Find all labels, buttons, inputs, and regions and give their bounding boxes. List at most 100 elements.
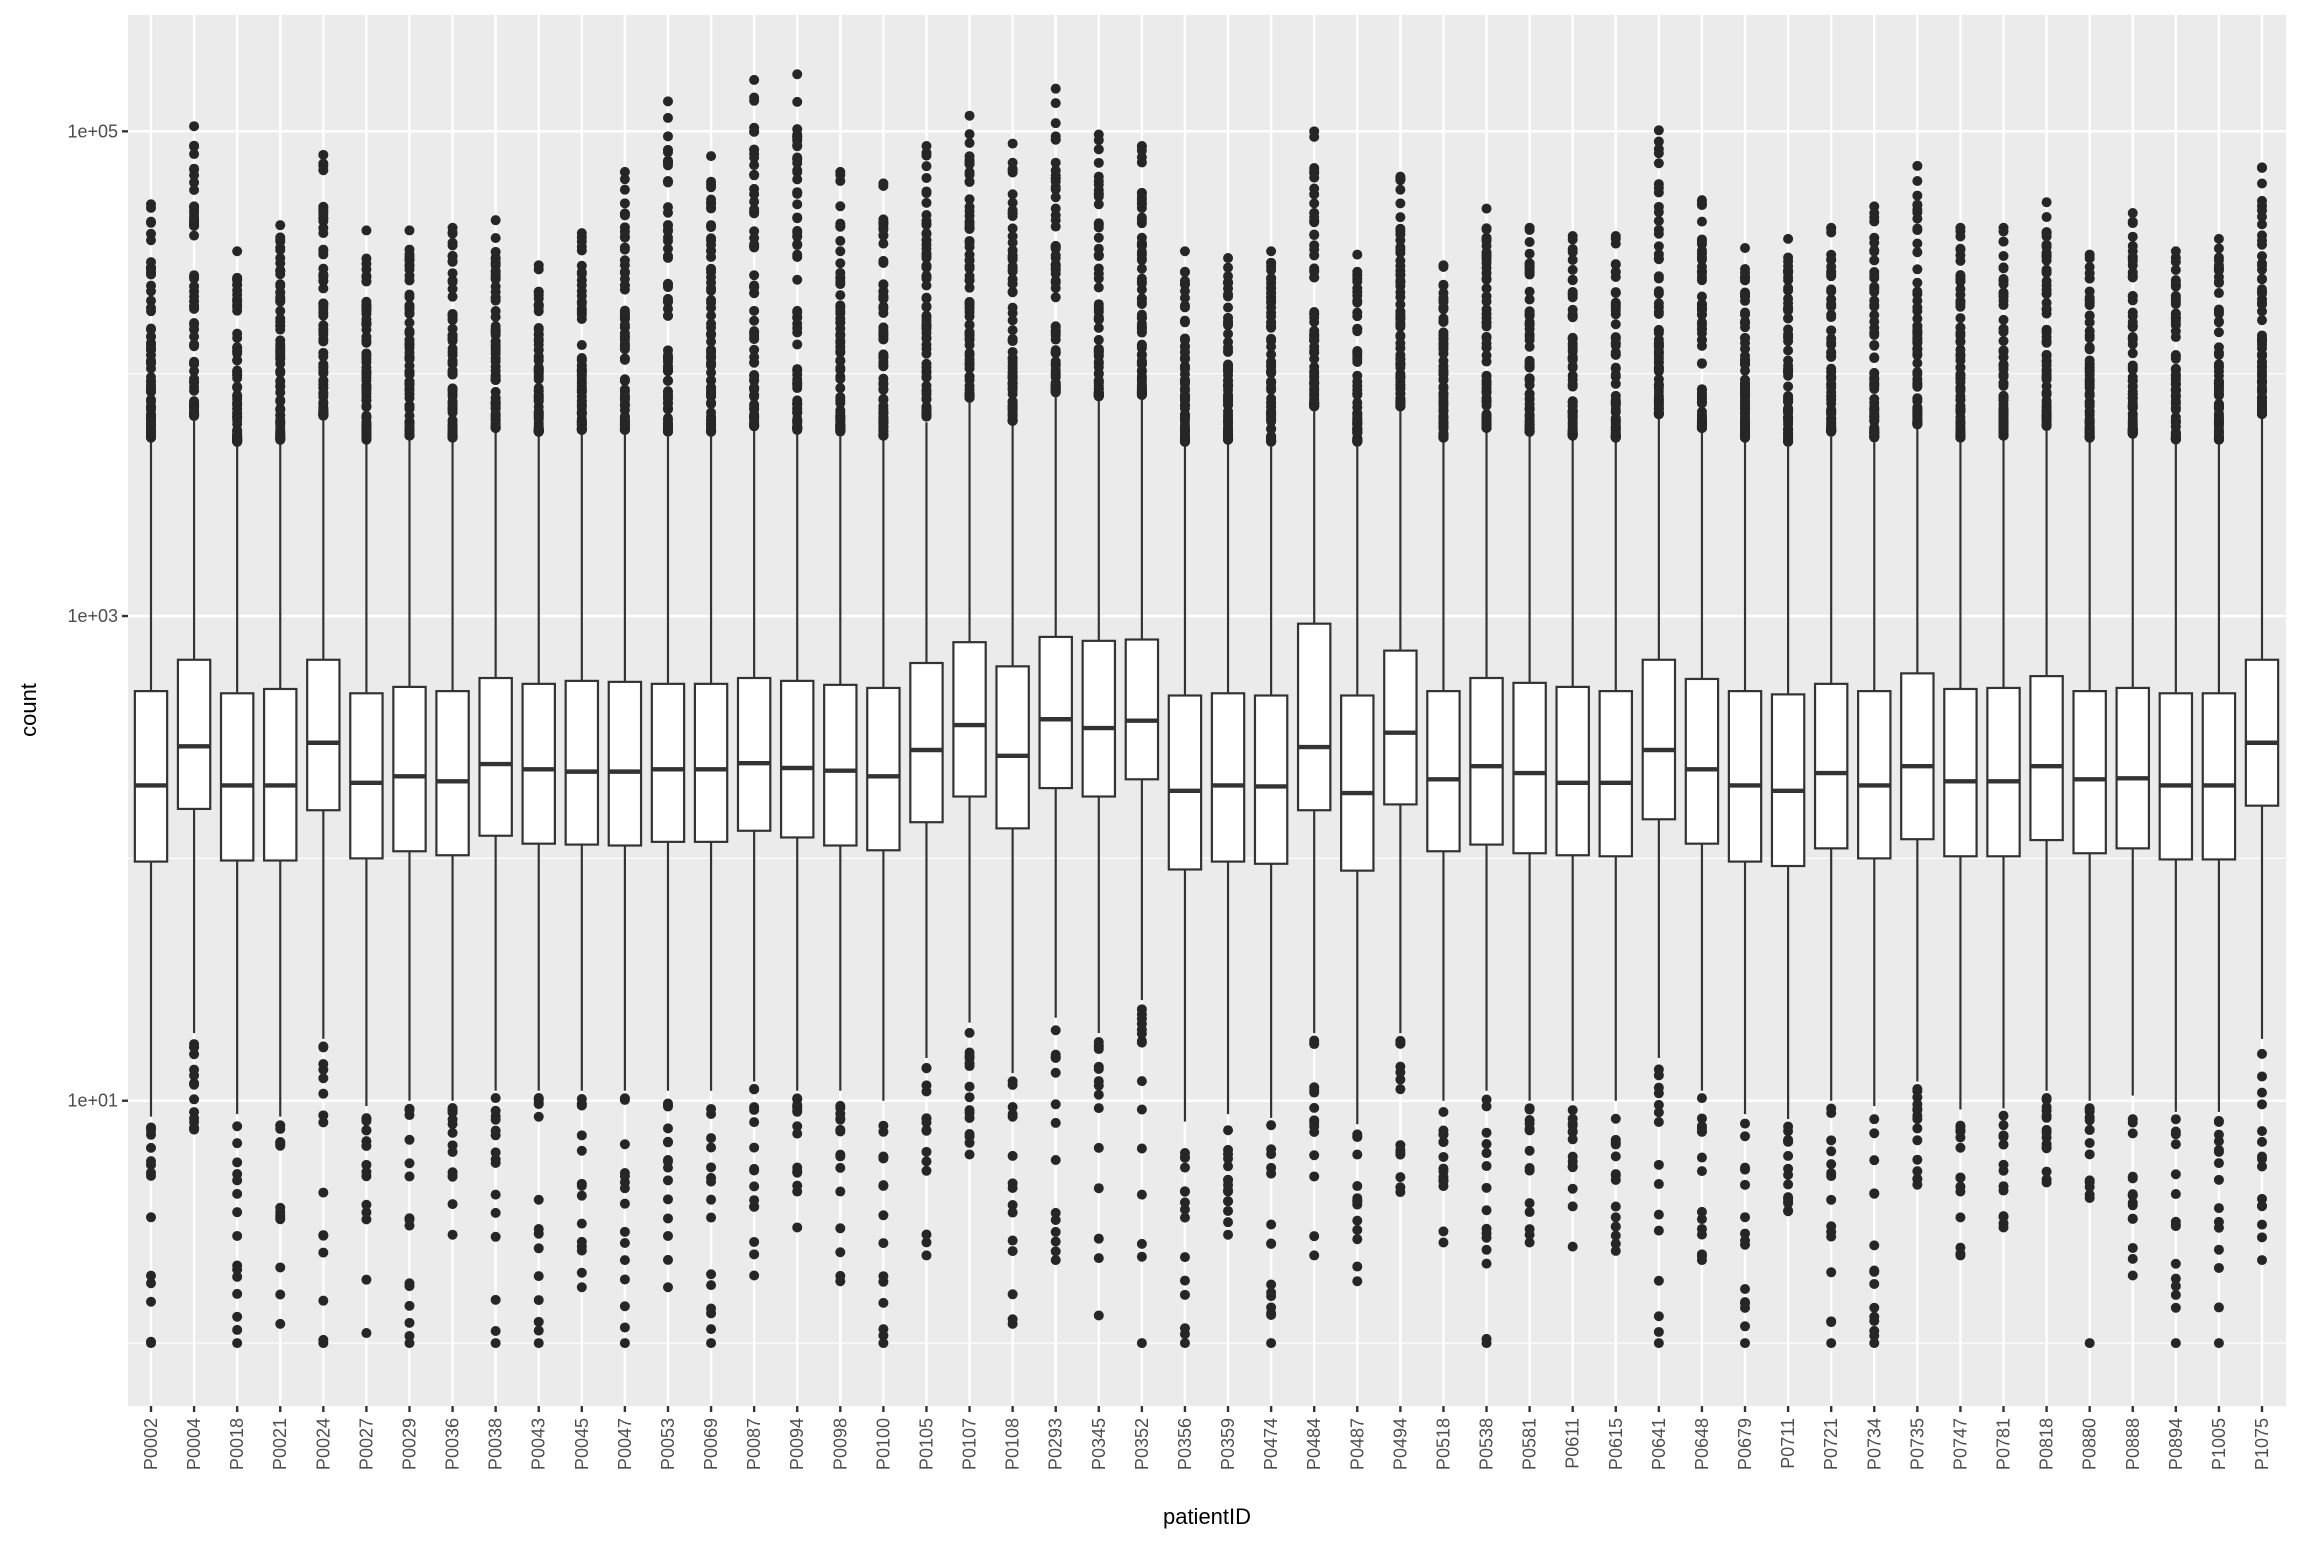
outlier-point: [662, 353, 673, 364]
outlier-point: [1007, 1200, 1018, 1211]
outlier-point: [1352, 1215, 1363, 1226]
outlier-point: [619, 391, 630, 402]
outlier-point: [619, 1139, 630, 1150]
outlier-point: [318, 203, 329, 214]
outlier-point: [749, 152, 760, 163]
outlier-point: [2084, 268, 2095, 279]
outlier-point: [1955, 301, 1966, 312]
outlier-point: [490, 306, 501, 317]
outlier-point: [2127, 1173, 2138, 1184]
outlier-point: [792, 1162, 803, 1173]
outlier-point: [2213, 1302, 2224, 1313]
outlier-point: [232, 294, 243, 305]
iqr-box: [693, 682, 729, 843]
outlier-point: [1653, 1326, 1664, 1337]
iqr-box: [478, 676, 513, 837]
outlier-point: [1653, 1082, 1664, 1093]
outlier-point: [404, 1110, 415, 1121]
outlier-point: [1955, 391, 1966, 402]
outlier-point: [361, 319, 372, 330]
x-tick-label: P0880: [2080, 1418, 2100, 1470]
outlier-point: [878, 379, 889, 390]
outlier-point: [1223, 1185, 1234, 1196]
outlier-point: [1352, 311, 1363, 322]
outlier-point: [2041, 280, 2052, 291]
outlier-point: [1610, 1134, 1621, 1145]
outlier-point: [1826, 1194, 1837, 1205]
outlier-point: [1955, 412, 1966, 423]
outlier-point: [146, 358, 156, 369]
outlier-point: [275, 345, 286, 356]
outlier-point: [490, 273, 501, 284]
outlier-point: [1136, 1189, 1147, 1200]
outlier-point-min: [1696, 1255, 1707, 1266]
outlier-point: [1610, 287, 1621, 298]
outlier-point: [1783, 329, 1794, 340]
outlier-point: [1740, 432, 1751, 443]
outlier-point: [1136, 194, 1147, 205]
outlier-point: [275, 279, 286, 290]
x-axis-title: patientID: [1163, 1504, 1251, 1529]
outlier-point: [706, 283, 717, 294]
outlier-point: [921, 1080, 932, 1091]
outlier-point: [1610, 319, 1621, 330]
outlier-point: [1266, 435, 1277, 446]
outlier-point: [619, 319, 630, 330]
outlier-point-min: [1524, 1237, 1535, 1248]
outlier-point: [706, 1194, 717, 1205]
box-P0107: [952, 110, 987, 1160]
outlier-point: [2084, 1124, 2095, 1135]
box-P0474: [1253, 246, 1289, 1349]
outlier-point-max: [447, 222, 458, 233]
outlier-point: [662, 1162, 673, 1173]
outlier-point: [964, 1137, 975, 1148]
outlier-point: [490, 233, 501, 244]
outlier-point: [1309, 244, 1320, 255]
x-tick-label: P0004: [184, 1418, 204, 1470]
outlier-point: [1696, 392, 1707, 403]
outlier-point: [490, 356, 501, 367]
outlier-point: [1223, 1196, 1234, 1207]
outlier-point: [964, 1108, 975, 1119]
box-P0721: [1813, 222, 1849, 1349]
outlier-point: [878, 1276, 889, 1287]
outlier-point: [1395, 1149, 1406, 1160]
outlier-point: [1653, 1099, 1664, 1110]
outlier-point: [1093, 1076, 1104, 1087]
outlier-point: [1610, 333, 1621, 344]
outlier-point: [1438, 280, 1449, 291]
outlier-point: [2127, 360, 2138, 371]
outlier-point: [1869, 1302, 1880, 1313]
outlier-point: [576, 275, 587, 286]
iqr-box: [392, 685, 427, 853]
outlier-point: [1309, 212, 1320, 223]
outlier-point: [1050, 157, 1061, 168]
outlier-point: [835, 279, 846, 290]
outlier-point-max: [964, 110, 975, 121]
outlier-point: [1955, 373, 1966, 384]
outlier-point: [662, 1101, 673, 1112]
outlier-point: [1093, 250, 1104, 261]
outlier-point: [2084, 1189, 2095, 1200]
outlier-point: [2170, 1289, 2181, 1300]
outlier-point: [1395, 1038, 1406, 1049]
box-P0735: [1900, 160, 1935, 1190]
outlier-point: [1481, 223, 1492, 234]
outlier-point: [662, 366, 673, 377]
outlier-point: [1740, 338, 1751, 349]
outlier-point: [706, 194, 717, 205]
outlier-point: [921, 318, 932, 329]
outlier-point: [1740, 1284, 1751, 1295]
outlier-point: [2084, 1175, 2095, 1186]
outlier-point: [1179, 335, 1190, 346]
outlier-point: [2041, 288, 2052, 299]
outlier-point: [835, 1223, 846, 1234]
outlier-point: [662, 296, 673, 307]
outlier-point: [1007, 302, 1018, 313]
outlier-point: [275, 432, 286, 443]
outlier-point: [1136, 276, 1147, 287]
outlier-point: [275, 418, 286, 429]
outlier-point: [1567, 264, 1578, 275]
outlier-point: [2213, 260, 2224, 271]
outlier-point: [749, 1117, 760, 1128]
